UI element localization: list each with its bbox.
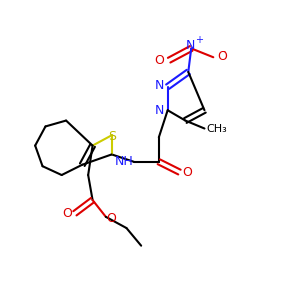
Text: S: S (108, 130, 116, 143)
Text: N: N (155, 79, 164, 92)
Text: -: - (222, 46, 226, 56)
Text: N: N (155, 104, 164, 117)
Text: CH₃: CH₃ (207, 124, 228, 134)
Text: N: N (186, 39, 195, 52)
Text: +: + (195, 35, 203, 45)
Text: O: O (217, 50, 227, 63)
Text: NH: NH (115, 155, 133, 168)
Text: O: O (154, 54, 164, 67)
Text: O: O (182, 166, 192, 178)
Text: O: O (106, 212, 116, 225)
Text: O: O (63, 207, 73, 220)
